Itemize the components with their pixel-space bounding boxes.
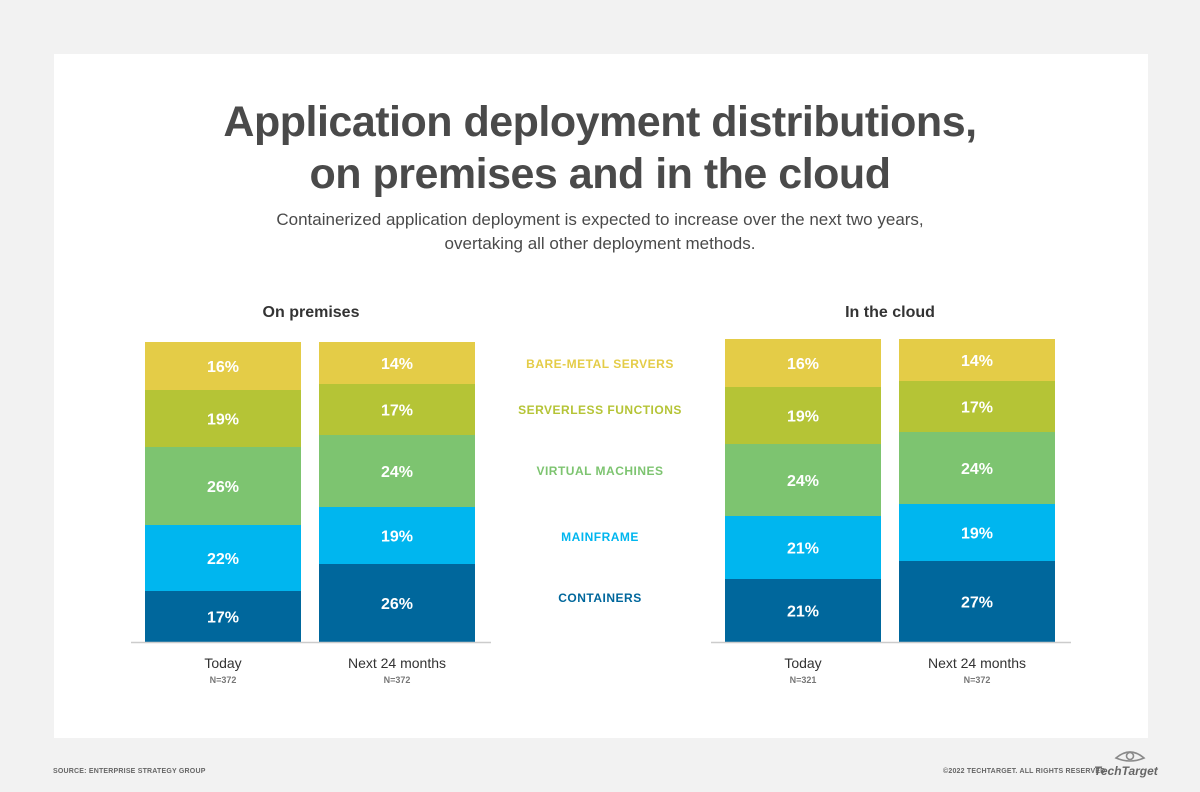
data-label-on-premises-virtual-machines-0: 26%	[207, 479, 239, 496]
copyright-note: ©2022 TECHTARGET. ALL RIGHTS RESERVED	[943, 768, 1106, 775]
data-label-in-the-cloud-serverless-1: 17%	[961, 400, 993, 417]
bar-segment-in-the-cloud-mainframe-0	[725, 516, 881, 579]
legend-item-serverless: SERVERLESS FUNCTIONS	[518, 403, 682, 417]
data-label-in-the-cloud-mainframe-0: 21%	[787, 541, 819, 558]
chart-title-line1: Application deployment distributions,	[223, 98, 977, 146]
bar-segment-in-the-cloud-containers-0	[725, 579, 881, 642]
bar-segment-on-premises-containers-0	[145, 591, 301, 642]
bar-segment-in-the-cloud-containers-1	[899, 561, 1055, 642]
data-label-on-premises-containers-1: 26%	[381, 596, 413, 613]
bar-segment-on-premises-mainframe-1	[319, 507, 475, 564]
bar-segment-on-premises-mainframe-0	[145, 525, 301, 591]
chart-subtitle-line1: Containerized application deployment is …	[276, 210, 924, 229]
data-label-on-premises-mainframe-0: 22%	[207, 551, 239, 568]
data-label-in-the-cloud-bare-metal-0: 16%	[787, 356, 819, 373]
bar-segment-in-the-cloud-bare-metal-0	[725, 339, 881, 387]
data-label-on-premises-serverless-1: 17%	[381, 403, 413, 420]
bar-segment-on-premises-serverless-0	[145, 390, 301, 447]
data-label-in-the-cloud-mainframe-1: 19%	[961, 526, 993, 543]
bar-segment-in-the-cloud-serverless-1	[899, 381, 1055, 432]
data-label-on-premises-virtual-machines-1: 24%	[381, 464, 413, 481]
chart-title-line2: on premises and in the cloud	[309, 150, 891, 198]
panel-title-in-the-cloud: In the cloud	[845, 304, 935, 321]
legend-item-virtual-machines: VIRTUAL MACHINES	[536, 464, 663, 478]
panel-title-on-premises: On premises	[262, 304, 360, 321]
bar-segment-in-the-cloud-serverless-0	[725, 387, 881, 444]
legend-item-bare-metal: BARE-METAL SERVERS	[526, 357, 674, 371]
legend-item-mainframe: MAINFRAME	[561, 530, 639, 544]
category-label-in-the-cloud-1: Next 24 months	[928, 655, 1026, 671]
bar-segment-in-the-cloud-bare-metal-1	[899, 339, 1055, 381]
techtarget-eye-icon	[1114, 751, 1146, 762]
category-label-on-premises-1: Next 24 months	[348, 655, 446, 671]
data-label-on-premises-bare-metal-0: 16%	[207, 359, 239, 376]
bar-segment-on-premises-containers-1	[319, 564, 475, 642]
data-label-in-the-cloud-containers-1: 27%	[961, 595, 993, 612]
category-label-on-premises-0: Today	[204, 655, 241, 671]
source-note: SOURCE: ENTERPRISE STRATEGY GROUP	[53, 768, 206, 775]
bar-segment-in-the-cloud-mainframe-1	[899, 504, 1055, 561]
bar-segment-in-the-cloud-virtual-machines-0	[725, 444, 881, 516]
bar-segment-on-premises-virtual-machines-0	[145, 447, 301, 525]
bar-segment-on-premises-bare-metal-0	[145, 342, 301, 390]
data-label-in-the-cloud-bare-metal-1: 14%	[961, 353, 993, 370]
data-label-in-the-cloud-virtual-machines-1: 24%	[961, 461, 993, 478]
chart-title: Application deployment distributions, on…	[0, 96, 1200, 200]
techtarget-logo: TechTarget	[1094, 764, 1158, 778]
data-label-in-the-cloud-serverless-0: 19%	[787, 409, 819, 426]
category-label-in-the-cloud-0: Today	[784, 655, 821, 671]
sample-size-on-premises-0: N=372	[210, 675, 237, 685]
sample-size-on-premises-1: N=372	[384, 675, 411, 685]
sample-size-in-the-cloud-0: N=321	[790, 675, 817, 685]
data-label-in-the-cloud-containers-0: 21%	[787, 604, 819, 621]
chart-subtitle-line2: overtaking all other deployment methods.	[444, 234, 756, 253]
bar-segment-on-premises-virtual-machines-1	[319, 435, 475, 507]
bar-segment-in-the-cloud-virtual-machines-1	[899, 432, 1055, 504]
data-label-on-premises-containers-0: 17%	[207, 610, 239, 627]
bar-segment-on-premises-serverless-1	[319, 384, 475, 435]
legend-item-containers: CONTAINERS	[558, 591, 641, 605]
chart-subtitle: Containerized application deployment is …	[0, 208, 1200, 256]
bar-segment-on-premises-bare-metal-1	[319, 342, 475, 384]
data-label-on-premises-serverless-0: 19%	[207, 412, 239, 429]
data-label-on-premises-bare-metal-1: 14%	[381, 356, 413, 373]
sample-size-in-the-cloud-1: N=372	[964, 675, 991, 685]
data-label-in-the-cloud-virtual-machines-0: 24%	[787, 473, 819, 490]
data-label-on-premises-mainframe-1: 19%	[381, 529, 413, 546]
